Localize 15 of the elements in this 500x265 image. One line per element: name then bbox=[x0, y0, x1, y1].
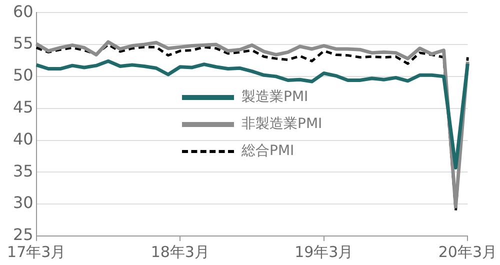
y-tick-label: 50 bbox=[13, 66, 34, 85]
y-tick-label: 55 bbox=[13, 34, 34, 53]
y-tick-label: 35 bbox=[13, 161, 34, 180]
y-tick-label: 45 bbox=[13, 98, 34, 116]
y-tick-label: 60 bbox=[13, 2, 34, 21]
legend-label: 総合PMI bbox=[242, 142, 294, 160]
y-tick-label: 30 bbox=[13, 193, 34, 212]
x-tick-label: 17年3月 bbox=[7, 242, 66, 261]
y-tick-label: 25 bbox=[13, 225, 34, 244]
legend-label: 製造業PMI bbox=[242, 88, 308, 106]
y-tick-label: 40 bbox=[13, 129, 34, 148]
x-tick-label: 18年3月 bbox=[150, 242, 210, 261]
legend-label: 非製造業PMI bbox=[242, 115, 322, 134]
x-tick-label: 19年3月 bbox=[294, 242, 354, 261]
x-tick-label: 20年3月 bbox=[438, 242, 498, 261]
